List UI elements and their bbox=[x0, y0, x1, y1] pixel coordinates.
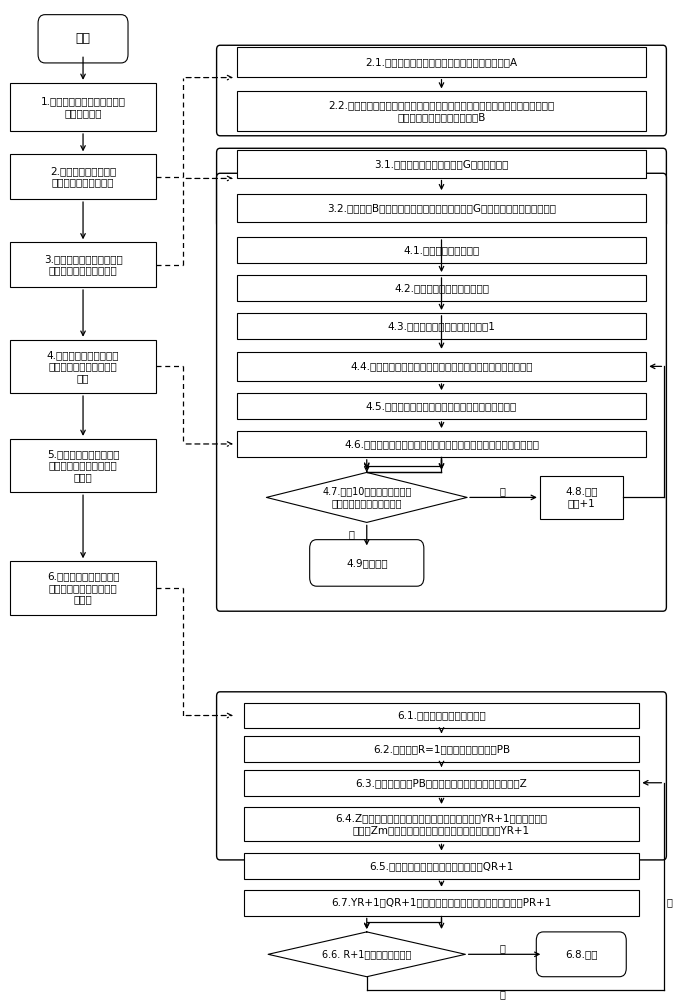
FancyBboxPatch shape bbox=[237, 393, 646, 419]
FancyBboxPatch shape bbox=[10, 561, 156, 615]
FancyBboxPatch shape bbox=[310, 540, 424, 586]
Text: 6.1.确定算法编码、解码规则: 6.1.确定算法编码、解码规则 bbox=[397, 711, 486, 721]
FancyBboxPatch shape bbox=[244, 890, 639, 916]
Text: 4.7.连续10代最优解不变或者
进化代数大于规定的最大值: 4.7.连续10代最优解不变或者 进化代数大于规定的最大值 bbox=[322, 487, 412, 508]
FancyBboxPatch shape bbox=[237, 275, 646, 301]
FancyBboxPatch shape bbox=[237, 313, 646, 339]
FancyBboxPatch shape bbox=[217, 173, 666, 611]
FancyBboxPatch shape bbox=[237, 237, 646, 263]
Text: 4.4.计算每个粒子的适应值，得到局部最优位置和全局最优位置: 4.4.计算每个粒子的适应值，得到局部最优位置和全局最优位置 bbox=[350, 361, 533, 371]
FancyBboxPatch shape bbox=[237, 352, 646, 381]
Text: 3.2.读取矩阵B，若两个任务之间有冲突关系，则G中代表任务的节点间有连边: 3.2.读取矩阵B，若两个任务之间有冲突关系，则G中代表任务的节点间有连边 bbox=[327, 203, 556, 213]
FancyBboxPatch shape bbox=[10, 242, 156, 287]
Polygon shape bbox=[268, 932, 465, 977]
FancyBboxPatch shape bbox=[237, 194, 646, 222]
Text: 4.1.确定编码和目标函数: 4.1.确定编码和目标函数 bbox=[403, 245, 480, 255]
Text: 1.确定和分析测试任务，明确
被测参数对象: 1.确定和分析测试任务，明确 被测参数对象 bbox=[41, 96, 125, 118]
Text: 5.把任务在测试设备上的
调度问题转化为多目标优
化问题: 5.把任务在测试设备上的 调度问题转化为多目标优 化问题 bbox=[47, 449, 119, 482]
FancyBboxPatch shape bbox=[10, 83, 156, 131]
Text: 否: 否 bbox=[500, 486, 505, 496]
Text: 否: 否 bbox=[500, 989, 505, 999]
Text: 4.使用粒子群结合模拟退
火的算法求解图最小染色
问题: 4.使用粒子群结合模拟退 火的算法求解图最小染色 问题 bbox=[47, 350, 119, 383]
Text: 6.5.交叉、变异操作生成新的子代种群QR+1: 6.5.交叉、变异操作生成新的子代种群QR+1 bbox=[370, 861, 513, 871]
FancyBboxPatch shape bbox=[237, 150, 646, 178]
Text: 6.3.对得到的种群PB进行快速非支配排序生成非支配集Z: 6.3.对得到的种群PB进行快速非支配排序生成非支配集Z bbox=[356, 778, 527, 788]
Text: 2.抽取出任务之间的关
系，建立任务约束矩阵: 2.抽取出任务之间的关 系，建立任务约束矩阵 bbox=[50, 166, 116, 188]
FancyBboxPatch shape bbox=[10, 340, 156, 393]
FancyBboxPatch shape bbox=[540, 476, 623, 519]
Text: 2.2.读取任务中各指令修改被测参数情况，根据时间间隔不等式计算出有竞争关
系的任务，建立资源冲突矩阵B: 2.2.读取任务中各指令修改被测参数情况，根据时间间隔不等式计算出有竞争关 系的… bbox=[329, 100, 554, 122]
FancyBboxPatch shape bbox=[10, 439, 156, 492]
FancyBboxPatch shape bbox=[244, 807, 639, 841]
Text: 是: 是 bbox=[500, 943, 505, 953]
Text: 6.4.Z中集合按照等级高低依次加入新的父代种群YR+1中，对于同一
个集合Zm中的个体，比较拥挤度，拥挤度高的进入YR+1: 6.4.Z中集合按照等级高低依次加入新的父代种群YR+1中，对于同一 个集合Zm… bbox=[336, 813, 547, 835]
Text: 4.8.进化
代数+1: 4.8.进化 代数+1 bbox=[565, 487, 597, 508]
Text: 3.1.每个任务中转化为无向图G中的一个节点: 3.1.每个任务中转化为无向图G中的一个节点 bbox=[374, 159, 509, 169]
FancyBboxPatch shape bbox=[244, 770, 639, 796]
FancyBboxPatch shape bbox=[237, 431, 646, 457]
Polygon shape bbox=[266, 472, 467, 522]
Text: 容: 容 bbox=[667, 898, 673, 908]
FancyBboxPatch shape bbox=[10, 154, 156, 199]
FancyBboxPatch shape bbox=[244, 736, 639, 762]
FancyBboxPatch shape bbox=[237, 91, 646, 131]
Text: 4.9迭代结束: 4.9迭代结束 bbox=[346, 558, 388, 568]
Text: 开始: 开始 bbox=[75, 32, 91, 45]
FancyBboxPatch shape bbox=[237, 47, 646, 77]
Text: 3.把任务分组调度问题转化
为图的顺序最小着色问题: 3.把任务分组调度问题转化 为图的顺序最小着色问题 bbox=[44, 254, 122, 275]
FancyBboxPatch shape bbox=[217, 692, 666, 860]
Text: 6.把任务在测试设备上的
调度问题转化为多目标优
化问题: 6.把任务在测试设备上的 调度问题转化为多目标优 化问题 bbox=[47, 571, 119, 605]
FancyBboxPatch shape bbox=[217, 45, 666, 136]
Text: 是: 是 bbox=[349, 529, 354, 539]
Text: 6.2.进化代数R=1，随机生成初始种群PB: 6.2.进化代数R=1，随机生成初始种群PB bbox=[373, 744, 510, 754]
Text: 6.8.结束: 6.8.结束 bbox=[565, 949, 597, 959]
Text: 4.3.产生初始种群，进化代数记为1: 4.3.产生初始种群，进化代数记为1 bbox=[388, 321, 495, 331]
Text: 2.1.读取任务的时序关系，建立任务时序关系矩阵A: 2.1.读取任务的时序关系，建立任务时序关系矩阵A bbox=[365, 57, 518, 67]
FancyBboxPatch shape bbox=[536, 932, 626, 977]
Text: 4.5.根据局部最优位置和全局最优位置更新粒子位置: 4.5.根据局部最优位置和全局最优位置更新粒子位置 bbox=[366, 401, 517, 411]
Text: 6.7.YR+1与QR+1合并形成大小为种群大小两倍的新种群PR+1: 6.7.YR+1与QR+1合并形成大小为种群大小两倍的新种群PR+1 bbox=[331, 898, 552, 908]
Text: 4.6.比较粒子新旧位置适应度值的变化，以一定概率接受较差的新值: 4.6.比较粒子新旧位置适应度值的变化，以一定概率接受较差的新值 bbox=[344, 439, 539, 449]
FancyBboxPatch shape bbox=[217, 148, 666, 228]
Text: 6.6. R+1大于规定的最大值: 6.6. R+1大于规定的最大值 bbox=[322, 949, 412, 959]
FancyBboxPatch shape bbox=[38, 15, 128, 63]
Text: 4.2.确定算法需要的参数和变量: 4.2.确定算法需要的参数和变量 bbox=[394, 283, 489, 293]
FancyBboxPatch shape bbox=[244, 703, 639, 728]
FancyBboxPatch shape bbox=[244, 853, 639, 879]
